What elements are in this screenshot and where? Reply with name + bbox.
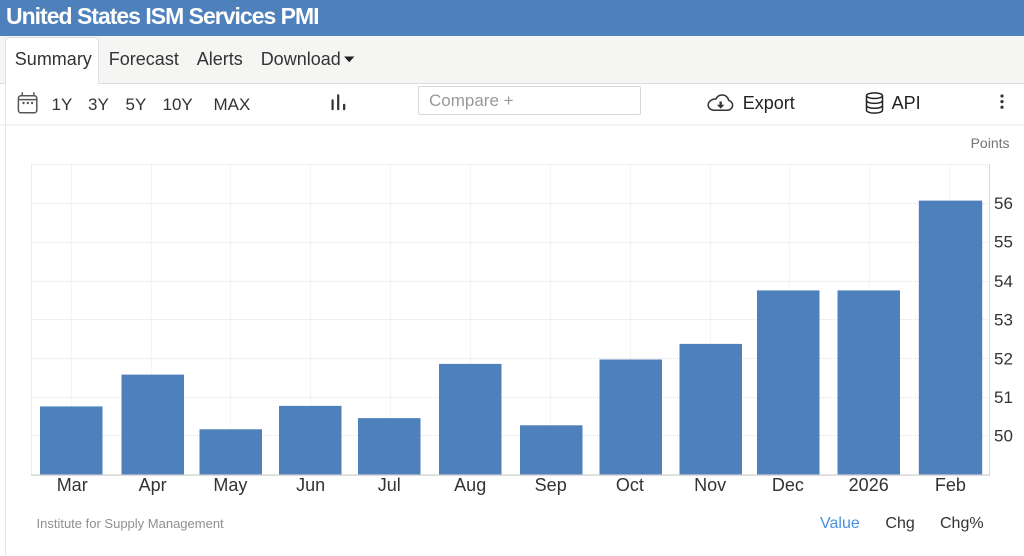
svg-text:53: 53 xyxy=(994,310,1013,329)
svg-text:Sep: Sep xyxy=(535,475,567,495)
svg-text:51: 51 xyxy=(994,388,1013,407)
svg-text:Oct: Oct xyxy=(616,475,644,495)
svg-text:Aug: Aug xyxy=(454,475,486,495)
svg-text:Apr: Apr xyxy=(139,475,167,495)
svg-text:Feb: Feb xyxy=(935,475,966,495)
svg-text:56: 56 xyxy=(994,194,1013,213)
svg-text:52: 52 xyxy=(994,350,1013,369)
svg-text:Mar: Mar xyxy=(57,475,88,495)
svg-text:Nov: Nov xyxy=(694,475,726,495)
svg-text:May: May xyxy=(213,475,247,495)
svg-text:55: 55 xyxy=(994,233,1013,252)
svg-text:2026: 2026 xyxy=(849,475,889,495)
svg-text:Jul: Jul xyxy=(378,475,401,495)
svg-text:Dec: Dec xyxy=(772,475,804,495)
svg-text:54: 54 xyxy=(994,272,1013,291)
svg-text:Jun: Jun xyxy=(296,475,325,495)
svg-text:50: 50 xyxy=(994,427,1013,446)
